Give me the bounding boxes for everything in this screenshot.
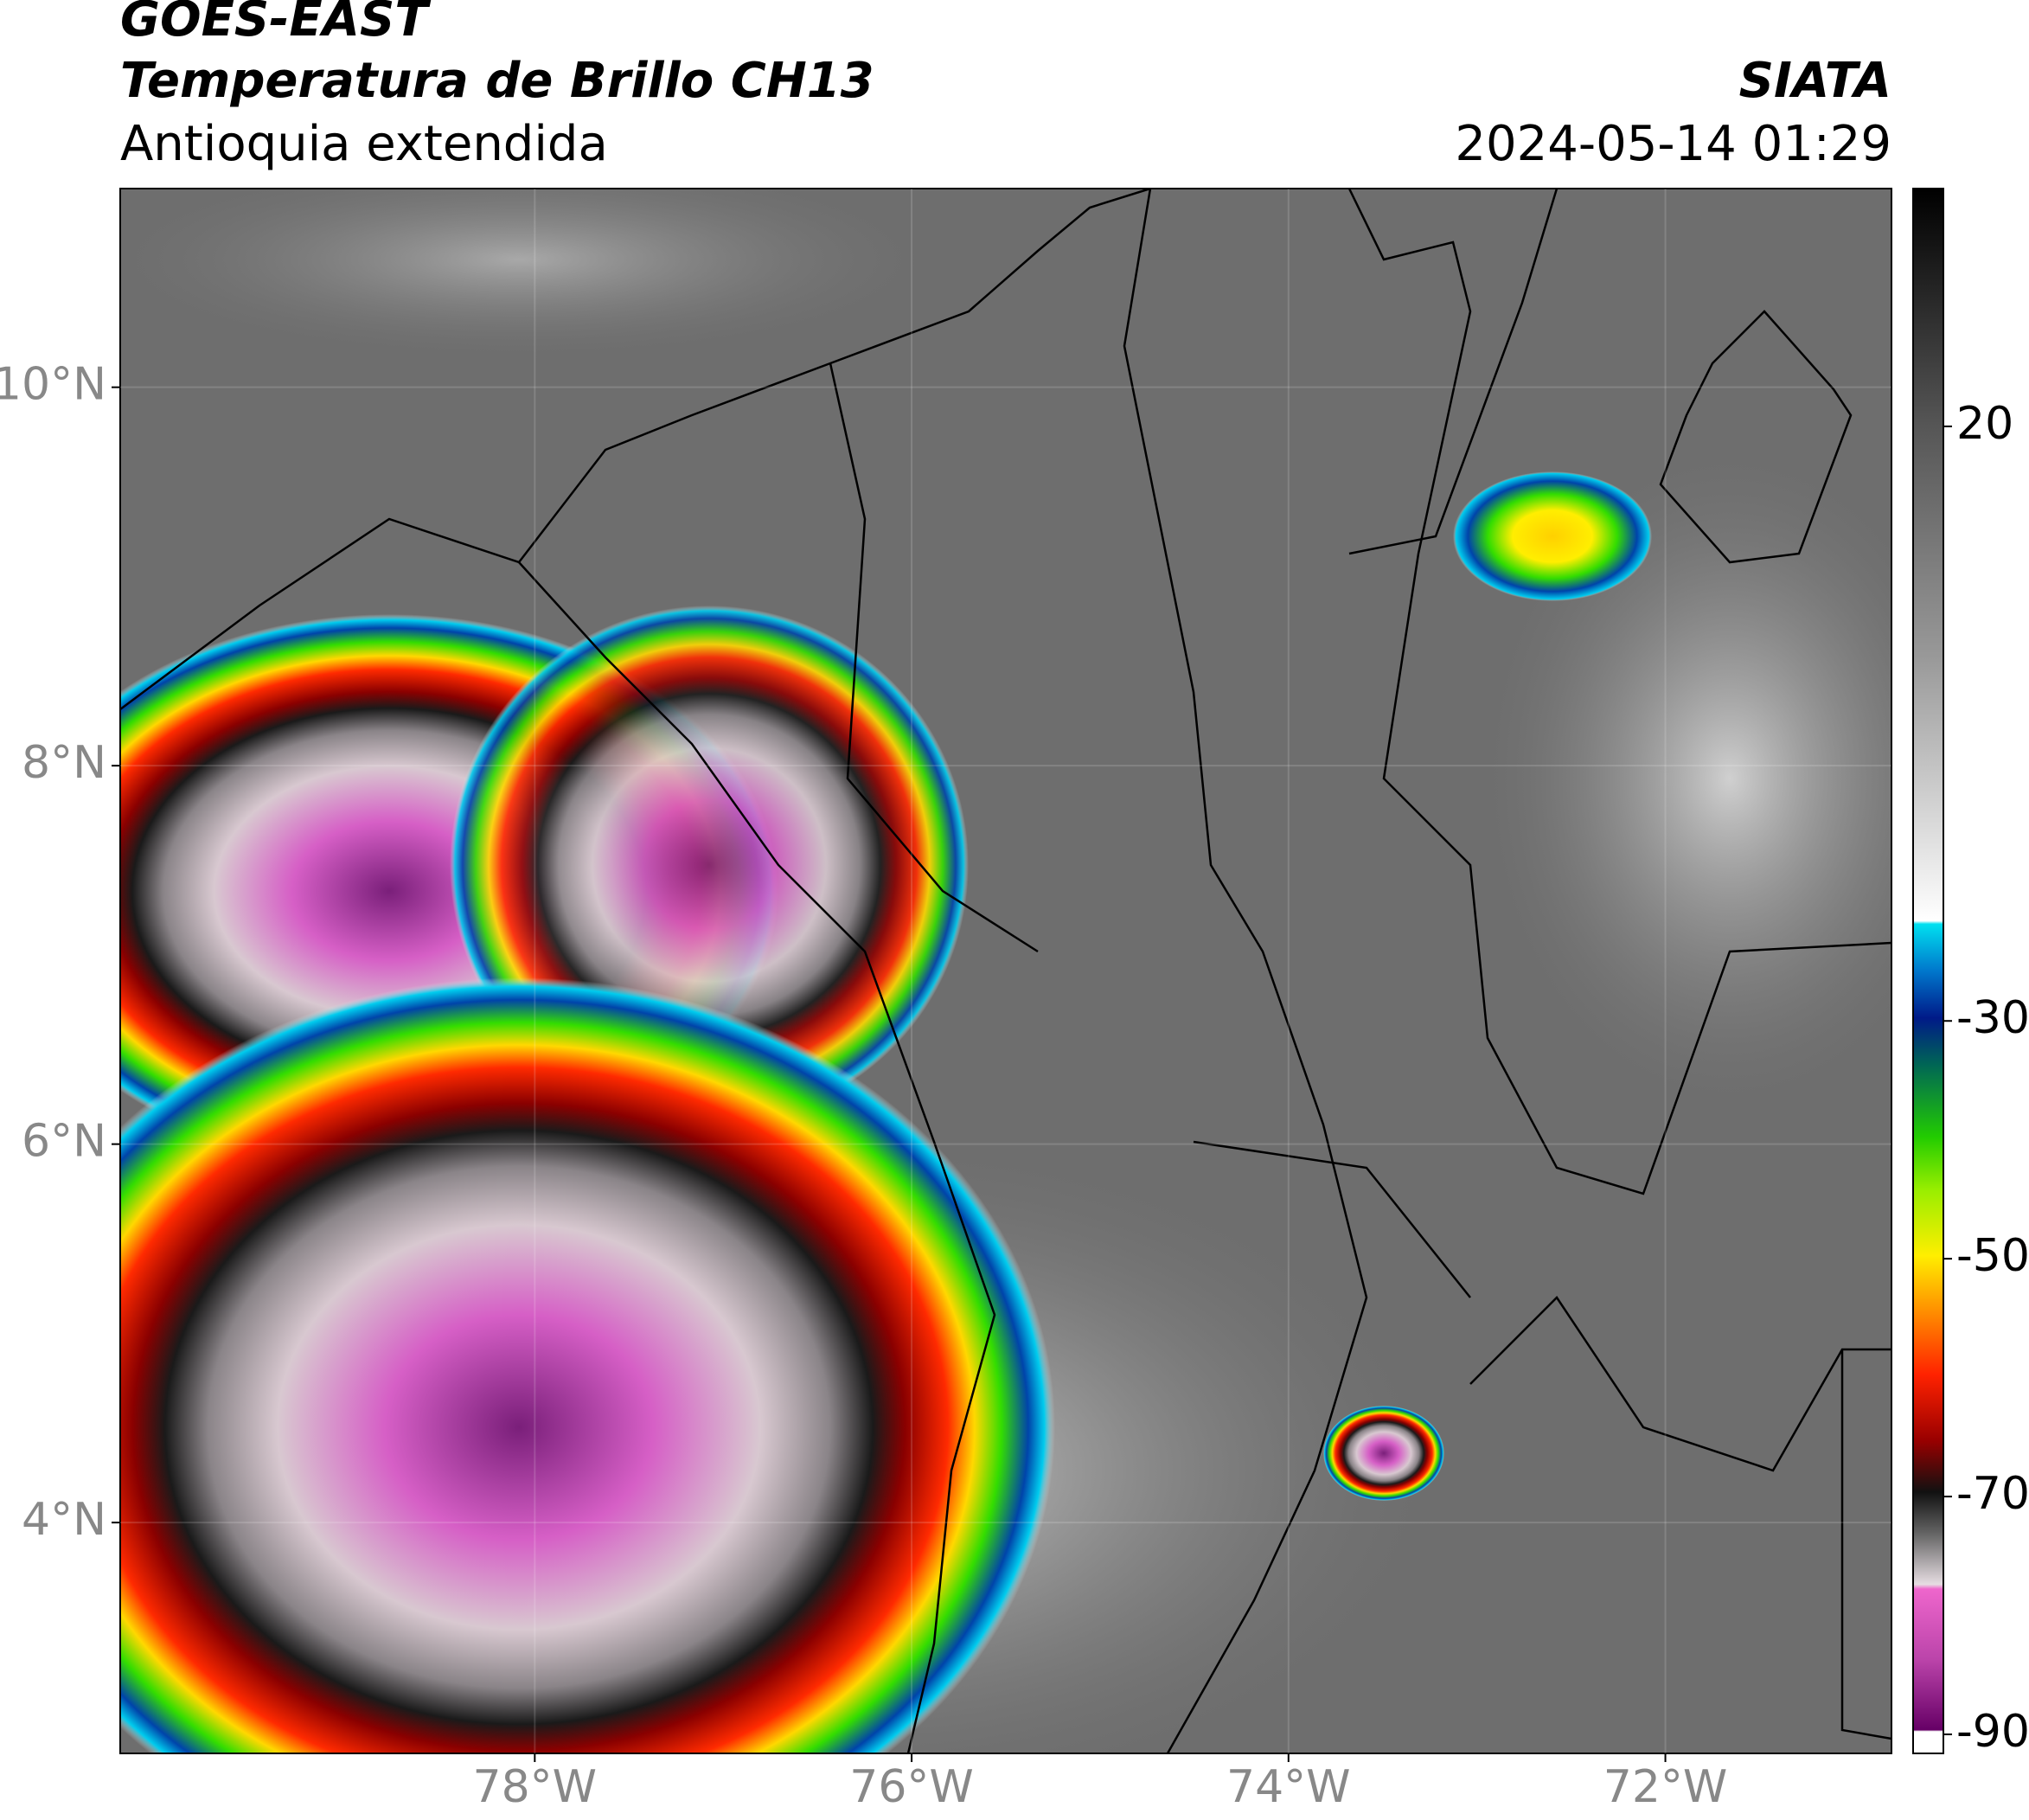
colorbar-tick-label: -50 [1956,1230,2029,1282]
storm [120,977,1055,1753]
source: SIATA [1739,53,1891,109]
region: Antioquia extendida [120,116,608,172]
y-tick-label: 4°N [22,1494,106,1546]
storm [1453,471,1652,601]
y-tick-label: 6°N [22,1116,106,1168]
colorbar-tick-label: -70 [1956,1468,2029,1520]
haze [120,189,951,363]
map-image [120,189,1891,1753]
x-tick-label: 74°W [1226,1761,1351,1813]
timestamp: 2024-05-14 01:29 [1455,116,1891,172]
x-tick-label: 78°W [473,1761,598,1813]
colorbar [1912,188,1944,1754]
colorbar-tick-label: -30 [1956,992,2029,1044]
x-tick-label: 76°W [849,1761,974,1813]
borders [120,189,1891,1753]
colorbar-tick-label: 20 [1956,398,2013,450]
storm [1323,1406,1444,1501]
plot-frame [119,188,1892,1754]
subtitle: Temperatura de Brillo CH13 [120,53,874,109]
x-tick-label: 72°W [1603,1761,1728,1813]
colorbar-tick-label: -90 [1956,1706,2029,1758]
y-tick-label: 10°N [0,359,106,411]
y-tick-label: 8°N [22,737,106,789]
haze [1470,433,1891,1125]
title: GOES-EAST [120,0,431,48]
